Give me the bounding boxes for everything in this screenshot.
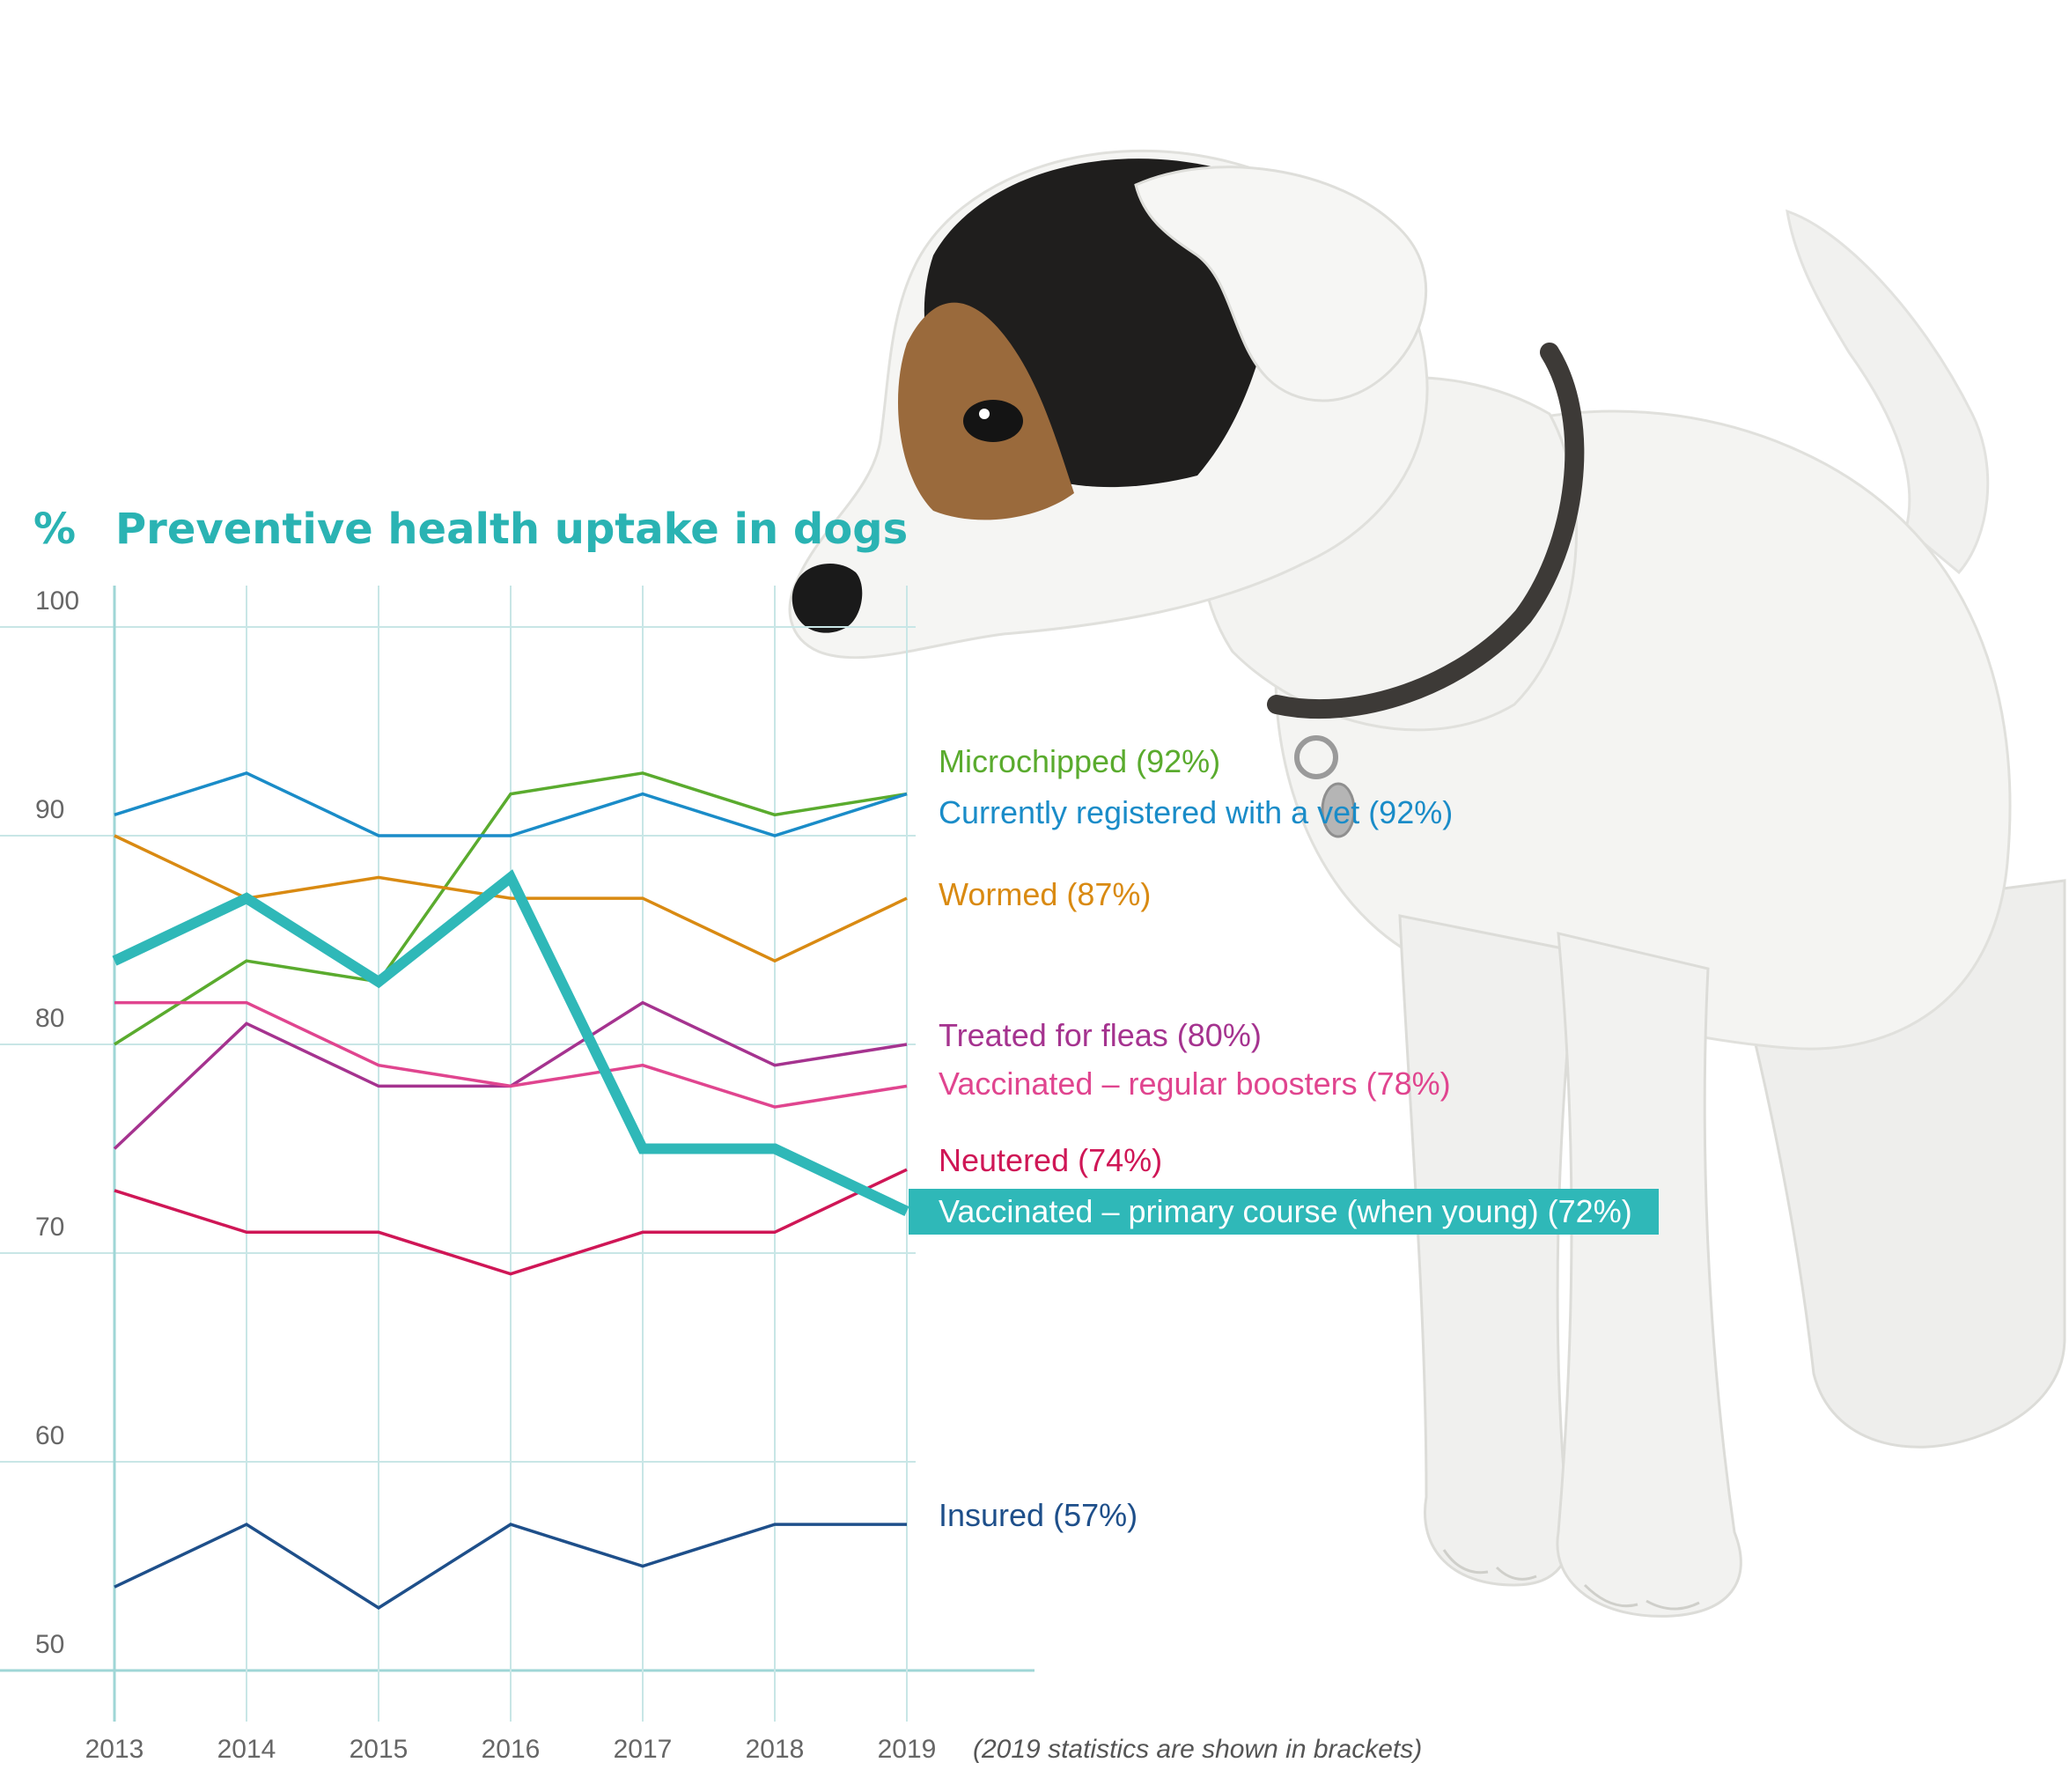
- series-label: Treated for fleas (80%): [939, 1017, 1262, 1053]
- footnote: (2019 statistics are shown in brackets): [973, 1735, 1422, 1764]
- y-tick-label: 100: [35, 586, 79, 616]
- series-label: Microchipped (92%): [939, 743, 1220, 779]
- x-tick-label: 2013: [85, 1735, 144, 1764]
- dog-illustration: [788, 149, 2066, 1618]
- series-label: Vaccinated – regular boosters (78%): [939, 1066, 1451, 1102]
- series-line: [112, 869, 909, 1217]
- series-label: Currently registered with a vet (92%): [939, 794, 1453, 830]
- x-tick-label: 2019: [878, 1735, 937, 1764]
- grid-layer: [0, 586, 1034, 1722]
- series-line: [114, 771, 908, 837]
- y-unit-label: %: [33, 505, 76, 554]
- x-tick-label: 2015: [350, 1735, 409, 1764]
- y-tick-label: 50: [35, 1630, 64, 1659]
- series-layer: [112, 771, 909, 1610]
- axis-ticks: 100 90 80 70 60 50 2013 2014 2015 2016 2017 2018 201…: [35, 586, 936, 1764]
- chart-title: Preventive health uptake in dogs: [115, 505, 908, 554]
- x-tick-label: 2016: [482, 1735, 541, 1764]
- series-line: [114, 1523, 907, 1610]
- legend-labels: Microchipped (92%) Currently registered w…: [909, 743, 1659, 1533]
- y-tick-label: 60: [35, 1421, 64, 1450]
- x-tick-label: 2014: [217, 1735, 276, 1764]
- y-tick-label: 90: [35, 795, 64, 824]
- series-line: [114, 1168, 908, 1276]
- series-line: [114, 771, 908, 1046]
- series-label-highlight-bg: [909, 1189, 1659, 1235]
- y-tick-label: 80: [35, 1004, 64, 1033]
- series-label: Neutered (74%): [939, 1142, 1162, 1178]
- x-tick-label: 2018: [746, 1735, 805, 1764]
- y-tick-label: 70: [35, 1213, 64, 1242]
- series-line: [114, 1000, 908, 1109]
- series-label: Wormed (87%): [939, 876, 1151, 912]
- x-tick-label: 2017: [614, 1735, 673, 1764]
- series-label: Insured (57%): [939, 1497, 1138, 1533]
- series-label: Vaccinated – primary course (when young)…: [939, 1193, 1632, 1229]
